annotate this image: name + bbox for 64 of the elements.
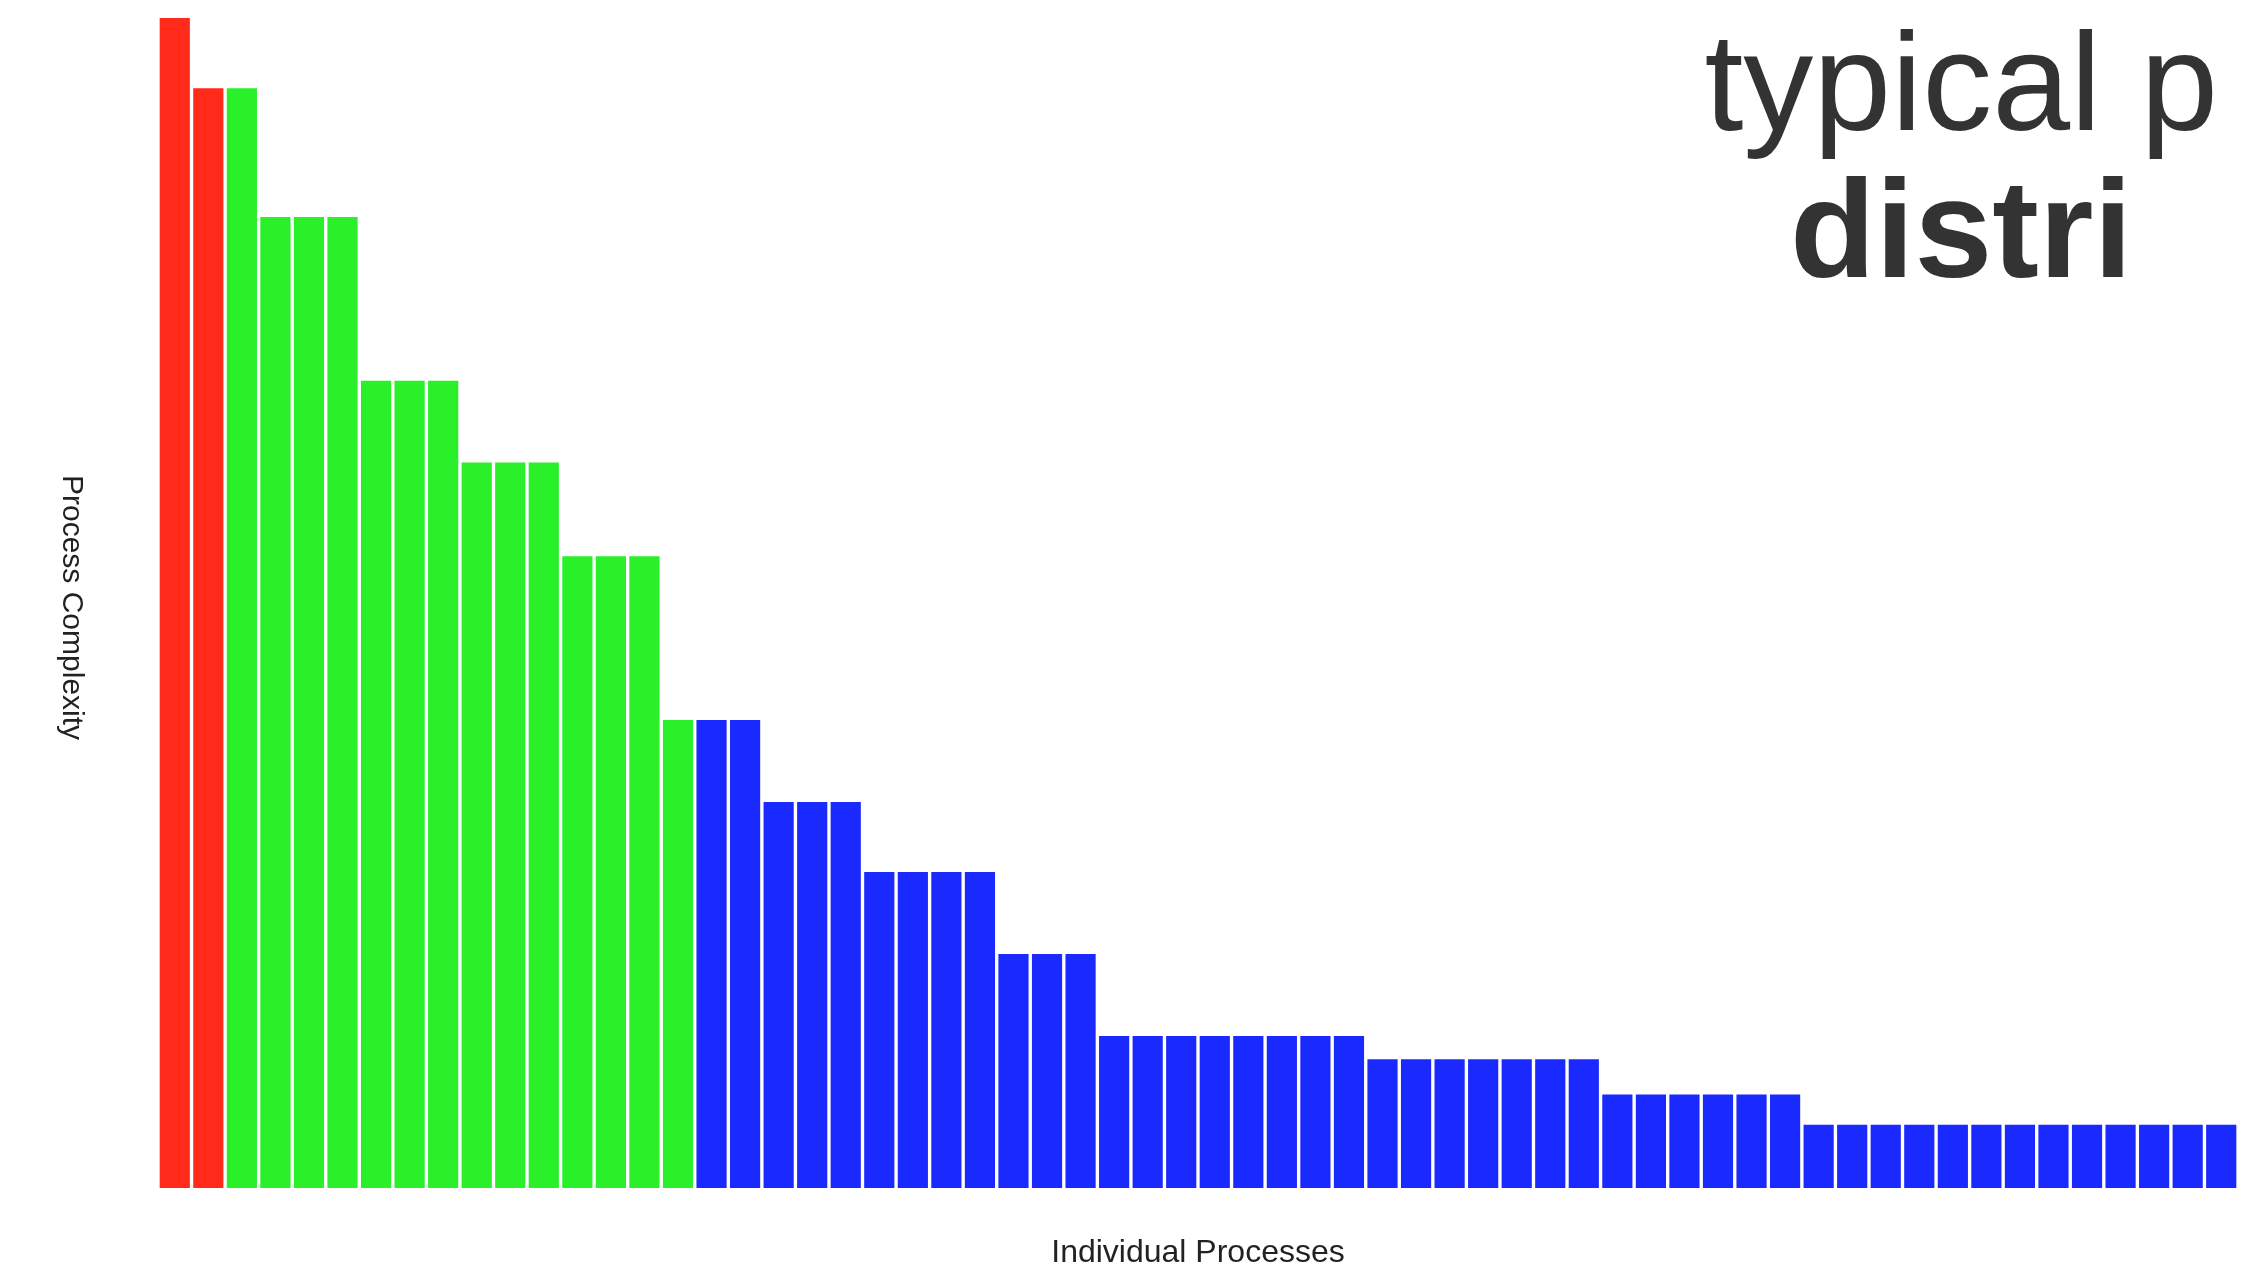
bar	[1501, 1059, 1532, 1188]
bar	[461, 462, 492, 1188]
bar	[360, 380, 392, 1188]
bar	[193, 88, 224, 1188]
bar	[964, 872, 996, 1188]
bar	[931, 872, 962, 1188]
bar	[1400, 1059, 1432, 1188]
bar	[562, 556, 593, 1188]
bar	[2038, 1124, 2069, 1188]
bar	[696, 720, 727, 1188]
bar	[260, 216, 291, 1188]
bar	[1904, 1124, 1935, 1188]
bar	[1635, 1094, 1666, 1188]
bar	[595, 556, 626, 1188]
bar	[2139, 1124, 2170, 1188]
bar	[2172, 1124, 2203, 1188]
bar	[1434, 1059, 1465, 1188]
bar	[2071, 1124, 2103, 1188]
bar	[428, 380, 459, 1188]
bar	[226, 88, 257, 1188]
bar	[1099, 1035, 1130, 1188]
bar	[1065, 954, 1096, 1188]
bar	[1535, 1059, 1566, 1188]
bar	[1199, 1035, 1230, 1188]
bar	[864, 872, 895, 1188]
bar	[797, 801, 828, 1188]
bar	[1333, 1035, 1365, 1188]
bar	[2206, 1124, 2237, 1188]
bar	[1702, 1094, 1734, 1188]
y-axis-title: Process Complexity	[56, 475, 90, 741]
bar	[1233, 1035, 1264, 1188]
bar	[763, 801, 794, 1188]
bar	[528, 462, 559, 1188]
bar	[662, 720, 694, 1188]
x-axis-title: Individual Processes	[1050, 1233, 1346, 1270]
bar	[394, 380, 425, 1188]
bar	[1166, 1035, 1197, 1188]
bar	[897, 872, 928, 1188]
bar	[1468, 1059, 1499, 1188]
bar	[1132, 1035, 1163, 1188]
bar	[2004, 1124, 2036, 1188]
bar	[830, 801, 861, 1188]
bar	[1367, 1059, 1398, 1188]
bar	[159, 18, 190, 1188]
bar	[998, 954, 1029, 1188]
bar	[1602, 1094, 1633, 1188]
bar	[1568, 1059, 1599, 1188]
bar	[1770, 1094, 1801, 1188]
bar	[293, 216, 325, 1188]
bar	[1870, 1124, 1901, 1188]
bar	[1837, 1124, 1868, 1188]
bar	[1736, 1094, 1767, 1188]
bar	[1266, 1035, 1297, 1188]
bar	[1803, 1124, 1834, 1188]
bar	[629, 556, 660, 1188]
bar	[1669, 1094, 1700, 1188]
bar	[730, 720, 761, 1188]
bar	[1031, 954, 1063, 1188]
bar	[1300, 1035, 1331, 1188]
bar	[1971, 1124, 2002, 1188]
bar	[2105, 1124, 2136, 1188]
bar	[327, 216, 358, 1188]
bar	[495, 462, 526, 1188]
bar	[1937, 1124, 1968, 1188]
